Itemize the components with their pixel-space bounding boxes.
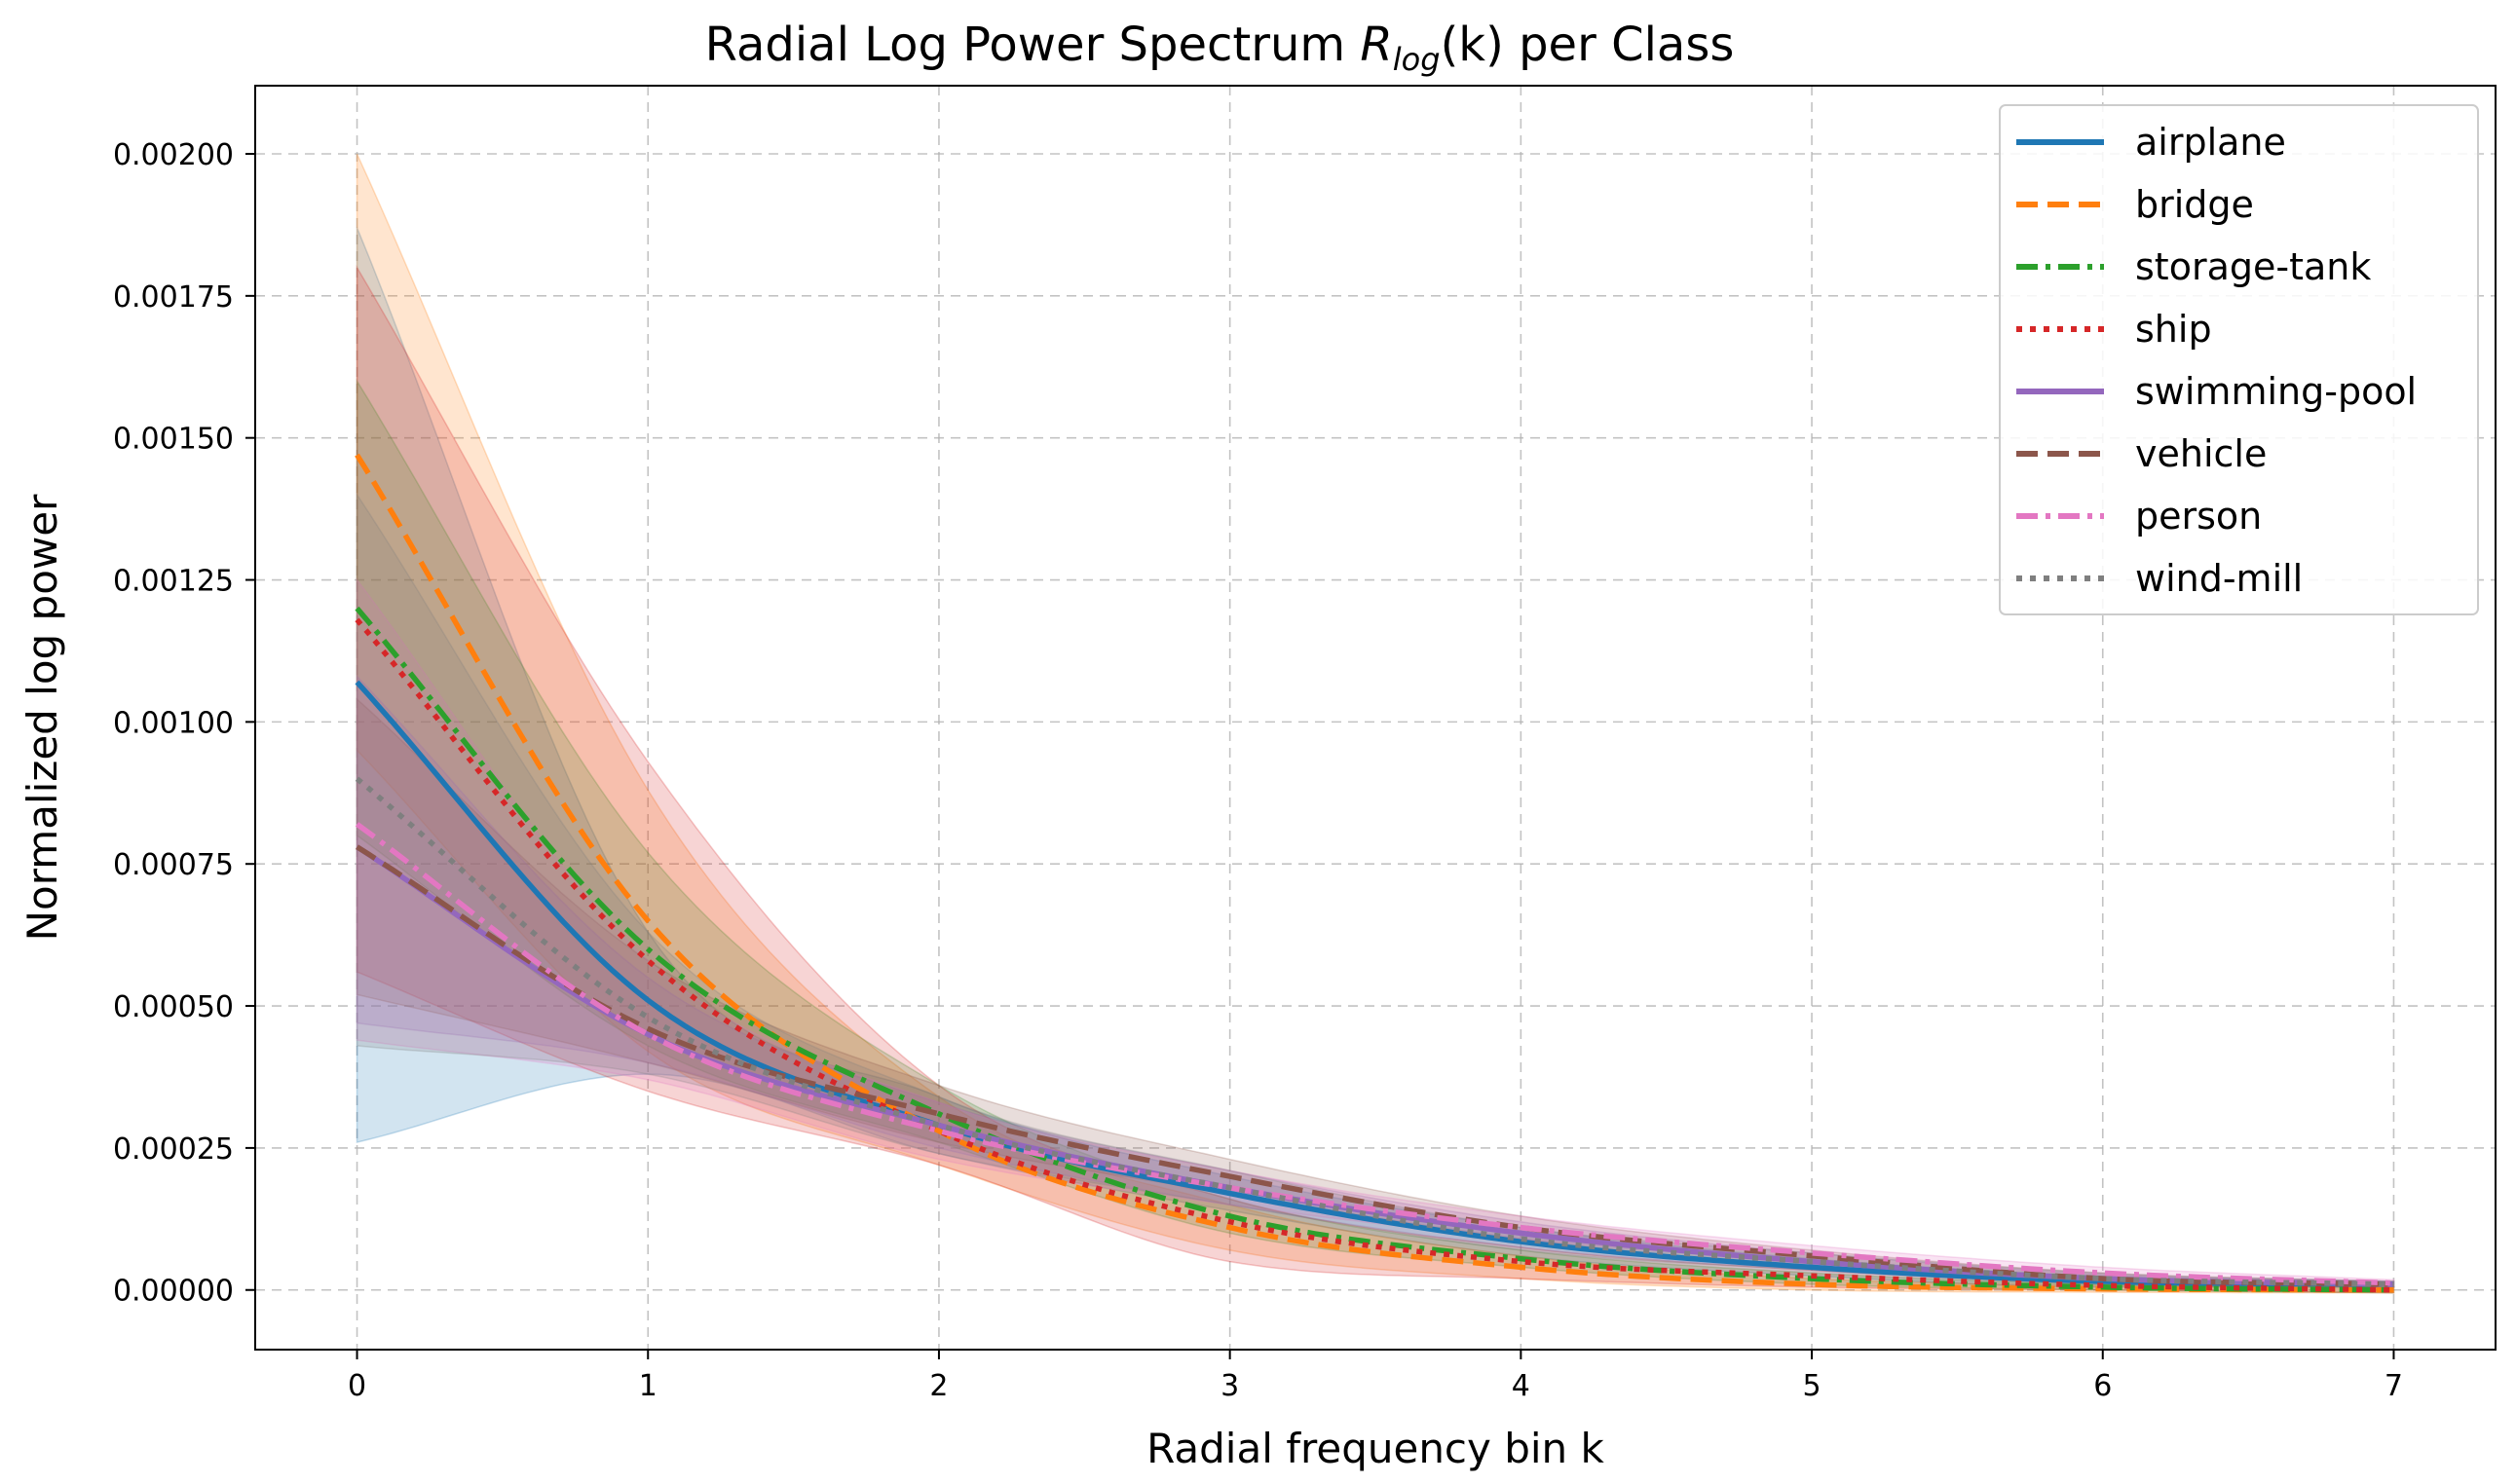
line-vehicle (356, 844, 2394, 1287)
legend-label-airplane: airplane (2135, 121, 2286, 164)
legend-label-person: person (2135, 495, 2262, 538)
y-tick-label: 0.00200 (113, 138, 234, 172)
y-tick-label: 0.00100 (113, 706, 234, 740)
y-tick-label: 0.00175 (113, 280, 234, 315)
x-axis-ticks: 0 1 2 3 4 5 6 7 (348, 1350, 2403, 1403)
grid (255, 86, 2496, 1350)
plot-frame (254, 85, 2497, 1351)
x-tick-label: 1 (639, 1369, 657, 1403)
x-tick-label: 3 (1220, 1369, 1239, 1403)
x-tick-label: 4 (1512, 1369, 1530, 1403)
y-axis-label: Normalized log power (19, 494, 66, 941)
chart-title: Radial Log Power Spectrum Rlog(k) per Cl… (705, 18, 1735, 78)
legend-label-swimming-pool: swimming-pool (2135, 370, 2417, 413)
x-tick-label: 6 (2093, 1369, 2112, 1403)
x-tick-label: 2 (929, 1369, 948, 1403)
band-vehicle (356, 697, 2395, 1288)
legend-label-ship: ship (2135, 308, 2212, 351)
legend-label-bridge: bridge (2135, 183, 2254, 226)
y-tick-label: 0.00025 (113, 1132, 234, 1167)
x-tick-label: 0 (348, 1369, 366, 1403)
x-tick-label: 7 (2385, 1369, 2403, 1403)
line-storage-tank (355, 606, 2394, 1293)
band-ship (356, 264, 2395, 1294)
y-tick-label: 0.00125 (113, 565, 234, 599)
legend-label-storage-tank: storage-tank (2135, 245, 2371, 288)
line-wind-mill (355, 776, 2394, 1287)
y-axis-ticks: 0.00000 0.00025 0.00050 0.00075 0.00100 0.001… (113, 138, 255, 1309)
legend-box (1999, 104, 2479, 615)
y-tick-label: 0.00050 (113, 990, 234, 1024)
y-tick-label: 0.00075 (113, 848, 234, 882)
series-lines (355, 453, 2394, 1293)
line-bridge (355, 453, 2394, 1293)
line-person (355, 822, 2394, 1286)
x-axis-label: Radial frequency bin k (1146, 1425, 1604, 1472)
legend: airplane bridge storage-tank ship swimming-p… (1999, 104, 2479, 615)
y-tick-label: 0.00000 (113, 1275, 234, 1309)
legend-label-vehicle: vehicle (2135, 432, 2267, 475)
legend-label-wind-mill: wind-mill (2135, 557, 2303, 600)
x-tick-label: 5 (1803, 1369, 1821, 1403)
line-airplane (355, 680, 2394, 1287)
y-tick-label: 0.00150 (113, 423, 234, 457)
